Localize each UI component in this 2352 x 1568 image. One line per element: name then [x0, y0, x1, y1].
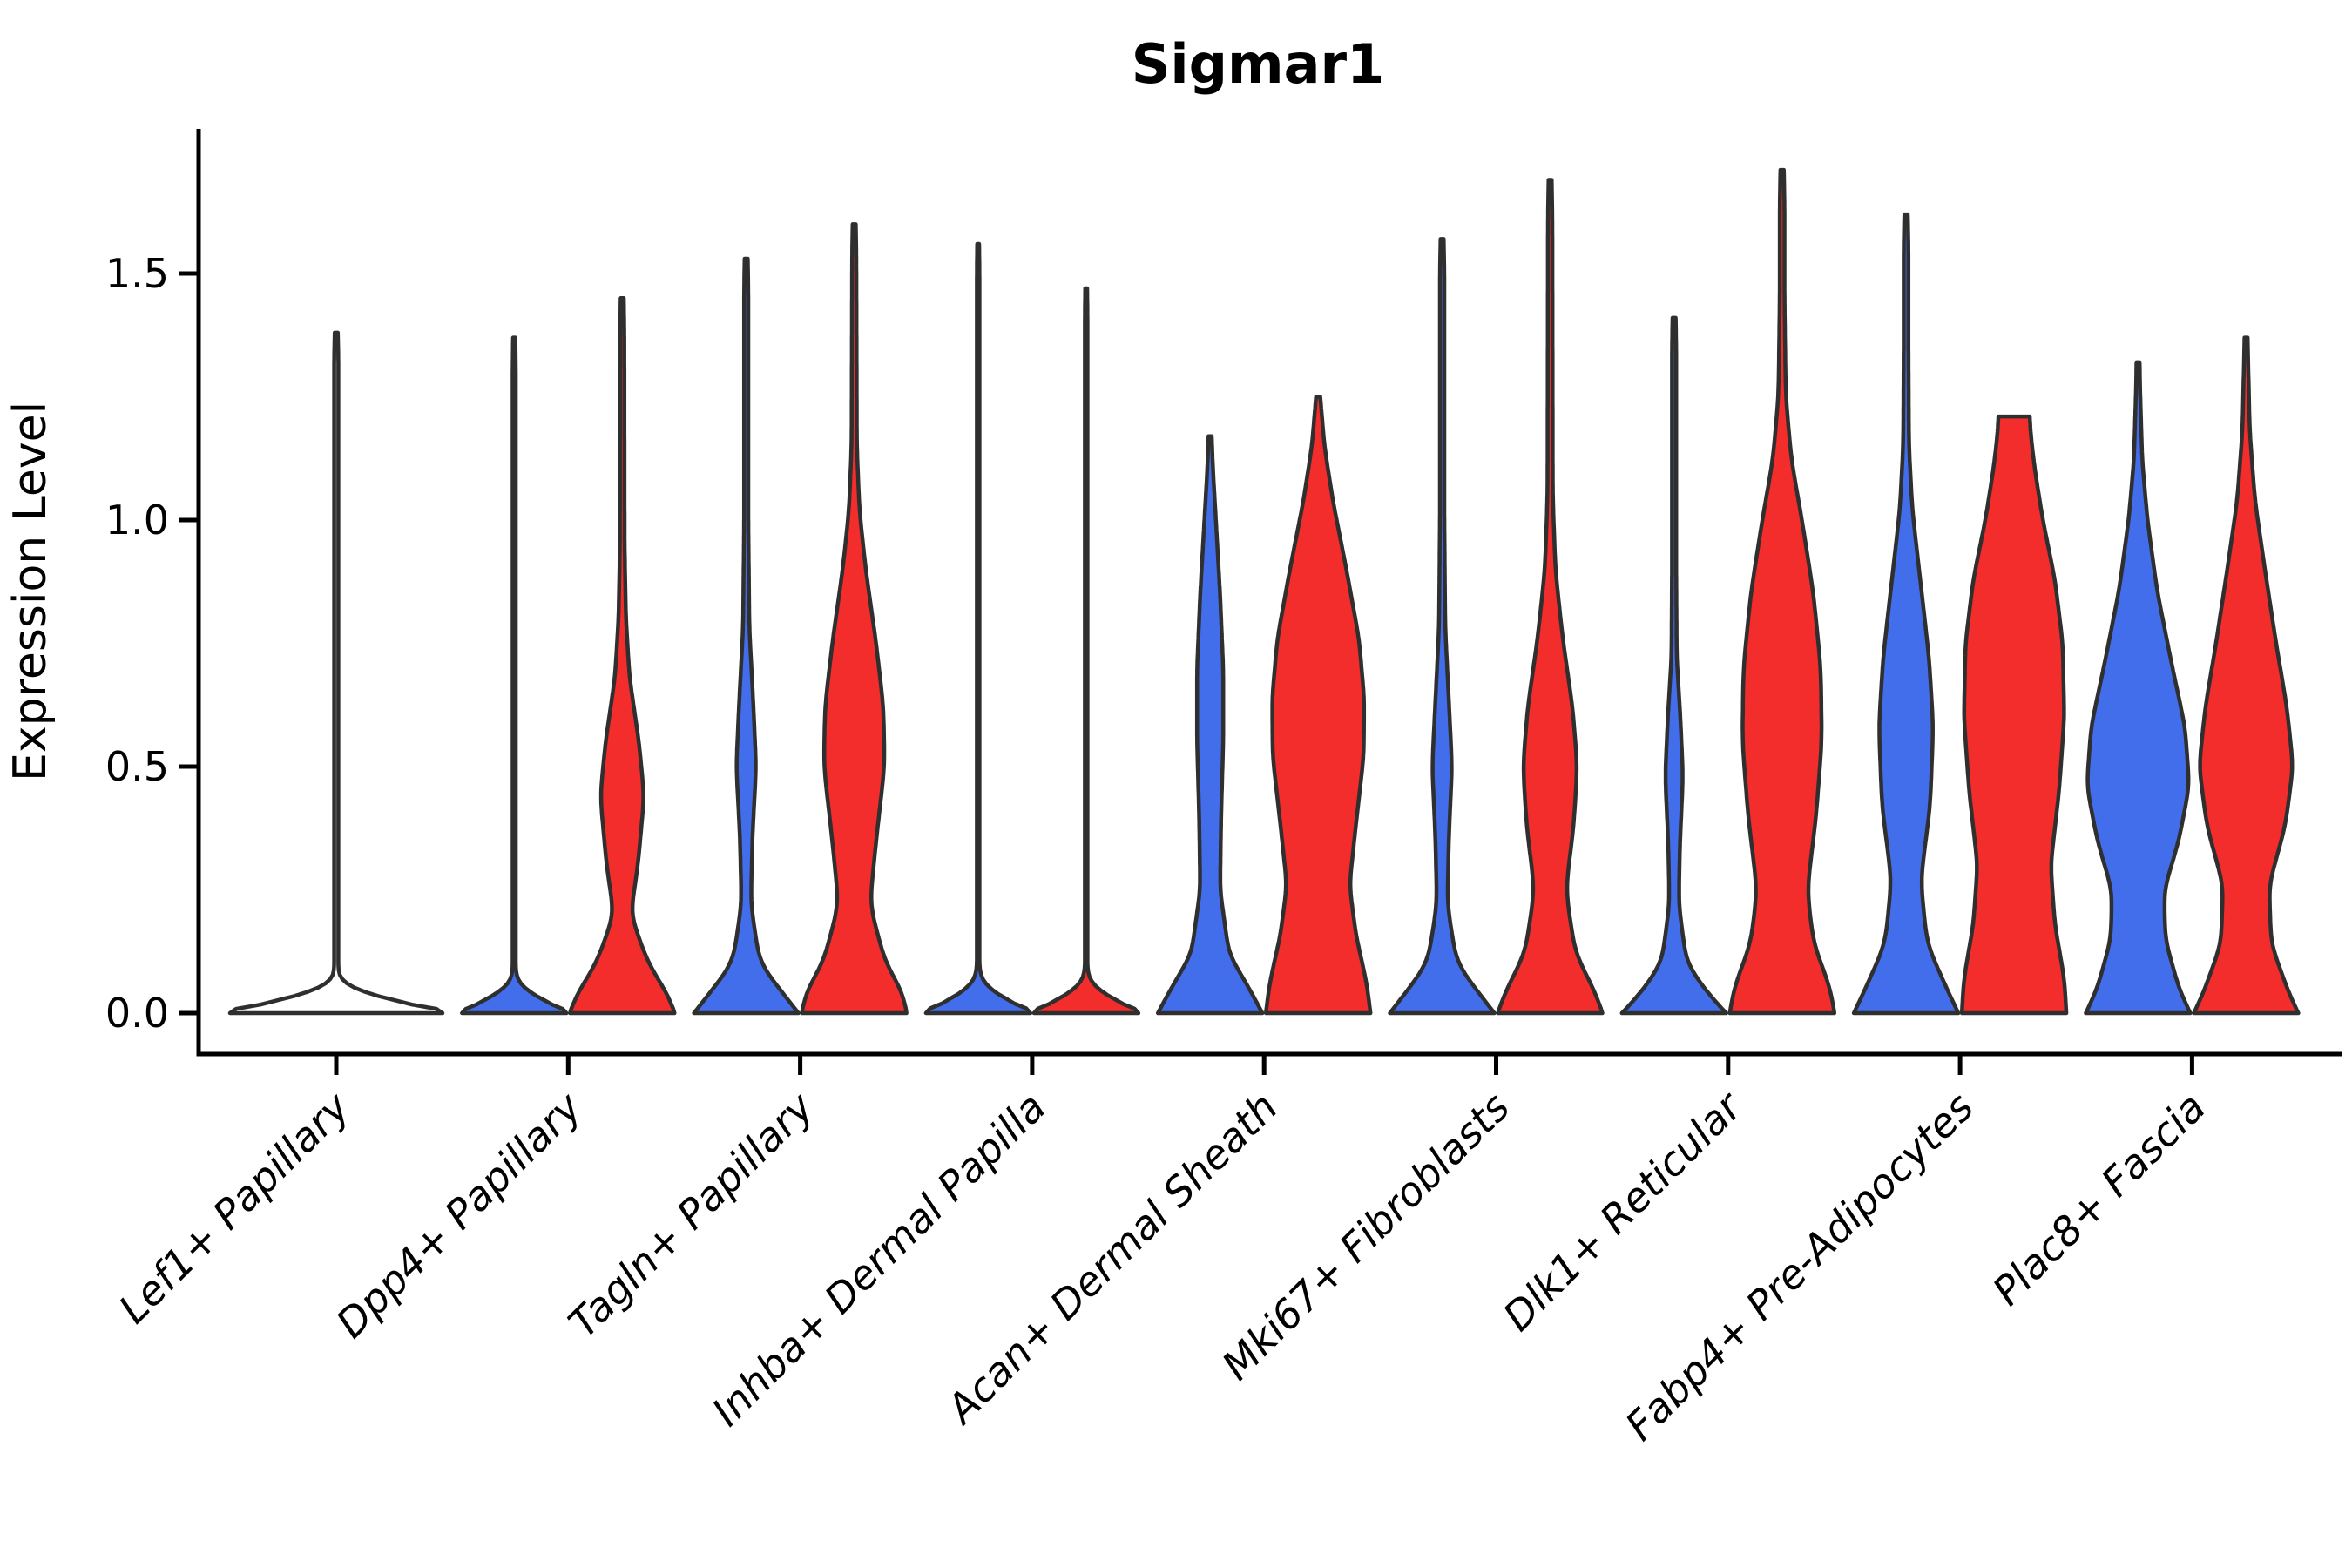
y-tick-label: 0.5 — [105, 743, 169, 790]
violin-fabp4-pre-adipocytes-red — [1959, 414, 2069, 1016]
violin-dlk1-reticular-red — [1727, 167, 1837, 1016]
y-tick-label: 1.0 — [105, 497, 169, 544]
violin-mki67-fibroblasts-red — [1496, 178, 1605, 1016]
violin-inhba-dermal-papilla-blue — [923, 241, 1033, 1016]
violin-tagln-papillary-red — [800, 222, 909, 1016]
violin-fabp4-pre-adipocytes-blue — [1851, 212, 1961, 1016]
y-axis-label: Expression Level — [4, 402, 57, 781]
violin-lef1-papillary-single — [227, 330, 445, 1016]
violin-dlk1-reticular-blue — [1619, 315, 1729, 1016]
violin-plac8-fascia-blue — [2084, 360, 2193, 1016]
x-tick-label-dpp4-papillary: Dpp4+ Papillary — [327, 1083, 591, 1347]
violin-tagln-papillary-blue — [692, 256, 801, 1016]
x-tick-label-dlk1-reticular: Dlk1+ Reticular — [1494, 1081, 1753, 1340]
violin-mki67-fibroblasts-blue — [1388, 237, 1497, 1016]
axes: 0.0 0.5 1.0 1.5 — [105, 129, 2342, 1057]
y-tick-label: 1.5 — [105, 250, 169, 297]
violin-acan-dermal-sheath-red — [1263, 395, 1373, 1016]
plot-title: Sigmar1 — [1132, 32, 1384, 96]
x-tick-label-plac8-fascia: Plac8+ Fascia — [1984, 1084, 2214, 1315]
violin-dpp4-papillary-red — [568, 296, 677, 1016]
violins — [227, 167, 2301, 1016]
violin-dpp4-papillary-blue — [460, 335, 569, 1016]
axis-spines — [196, 129, 2342, 1057]
violin-acan-dermal-sheath-blue — [1155, 434, 1265, 1016]
violin-inhba-dermal-papilla-red — [1031, 286, 1141, 1016]
y-tick-label: 0.0 — [105, 990, 169, 1037]
x-tick-label-lef1-papillary: Lef1+ Papillary — [110, 1083, 359, 1332]
violin-plac8-fascia-red — [2192, 335, 2301, 1016]
x-tick-label-tagln-papillary: Tagln+ Papillary — [559, 1083, 823, 1347]
